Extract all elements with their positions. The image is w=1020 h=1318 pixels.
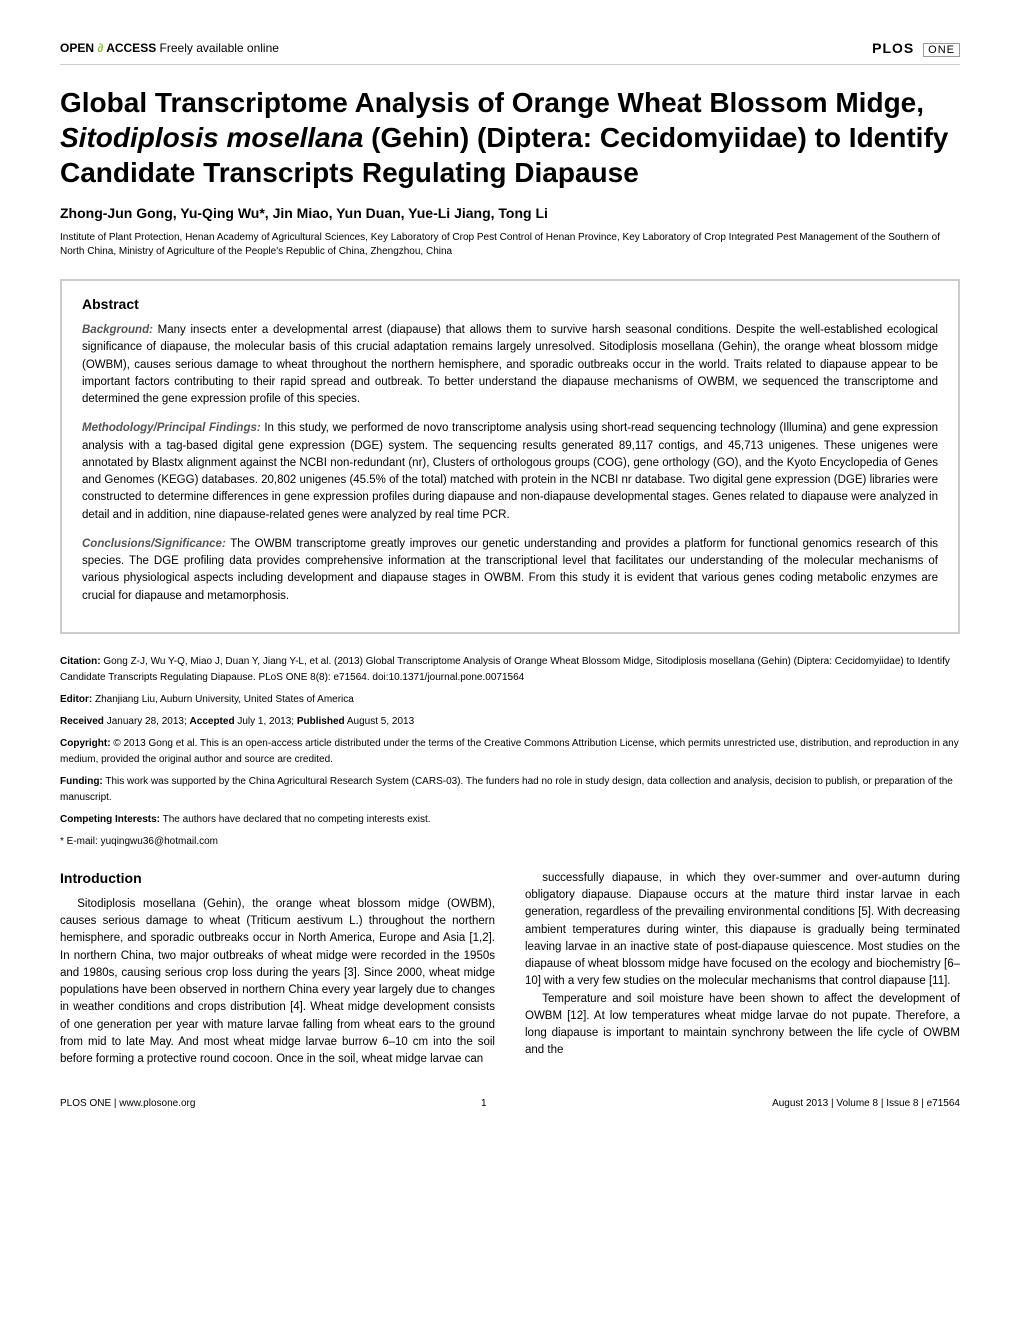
background-text: Many insects enter a developmental arres… bbox=[82, 324, 938, 405]
introduction-section: Introduction Sitodiplosis mosellana (Geh… bbox=[60, 870, 960, 1069]
published-label: Published bbox=[297, 716, 345, 727]
open-access-label: OPEN ∂ ACCESS Freely available online bbox=[60, 41, 279, 55]
journal-logo: PLOS ONE bbox=[872, 40, 960, 56]
intro-column-left: Introduction Sitodiplosis mosellana (Geh… bbox=[60, 870, 495, 1069]
page-footer: PLOS ONE | www.plosone.org 1 August 2013… bbox=[60, 1098, 960, 1109]
footer-right: August 2013 | Volume 8 | Issue 8 | e7156… bbox=[772, 1098, 960, 1109]
abstract-heading: Abstract bbox=[82, 296, 938, 312]
funding-label: Funding: bbox=[60, 776, 103, 787]
abstract-conclusions: Conclusions/Significance: The OWBM trans… bbox=[82, 536, 938, 605]
funding-text: This work was supported by the China Agr… bbox=[60, 776, 953, 803]
citation-text: Gong Z-J, Wu Y-Q, Miao J, Duan Y, Jiang … bbox=[60, 656, 950, 683]
methodology-label: Methodology/Principal Findings: bbox=[82, 422, 261, 434]
intro-paragraph-3: Temperature and soil moisture have been … bbox=[525, 991, 960, 1060]
editor-label: Editor: bbox=[60, 694, 92, 705]
oa-icon: ∂ bbox=[97, 41, 103, 55]
authors-line: Zhong-Jun Gong, Yu-Qing Wu*, Jin Miao, Y… bbox=[60, 205, 960, 221]
logo-text: PLOS bbox=[872, 40, 914, 56]
dates-line: Received January 28, 2013; Accepted July… bbox=[60, 714, 960, 730]
received-date: January 28, 2013; bbox=[107, 716, 187, 727]
funding-line: Funding: This work was supported by the … bbox=[60, 774, 960, 806]
intro-paragraph-2: successfully diapause, in which they ove… bbox=[525, 870, 960, 991]
header-bar: OPEN ∂ ACCESS Freely available online PL… bbox=[60, 40, 960, 65]
abstract-background: Background: Many insects enter a develop… bbox=[82, 322, 938, 408]
competing-label: Competing Interests: bbox=[60, 814, 160, 825]
received-label: Received bbox=[60, 716, 104, 727]
intro-paragraph-1: Sitodiplosis mosellana (Gehin), the oran… bbox=[60, 896, 495, 1069]
copyright-text: © 2013 Gong et al. This is an open-acces… bbox=[60, 738, 959, 765]
editor-text: Zhanjiang Liu, Auburn University, United… bbox=[95, 694, 354, 705]
email-text: yuqingwu36@hotmail.com bbox=[101, 836, 218, 847]
logo-one: ONE bbox=[923, 43, 960, 57]
oa-prefix: OPEN bbox=[60, 41, 94, 55]
footer-left: PLOS ONE | www.plosone.org bbox=[60, 1098, 195, 1109]
footer-page-number: 1 bbox=[481, 1098, 487, 1109]
citation-label: Citation: bbox=[60, 656, 101, 667]
background-label: Background: bbox=[82, 324, 153, 336]
intro-heading: Introduction bbox=[60, 870, 495, 886]
competing-line: Competing Interests: The authors have de… bbox=[60, 812, 960, 828]
editor-line: Editor: Zhanjiang Liu, Auburn University… bbox=[60, 692, 960, 708]
accepted-label: Accepted bbox=[190, 716, 235, 727]
accepted-date: July 1, 2013; bbox=[237, 716, 294, 727]
conclusions-label: Conclusions/Significance: bbox=[82, 538, 226, 550]
methodology-text: In this study, we performed de novo tran… bbox=[82, 422, 938, 520]
copyright-line: Copyright: © 2013 Gong et al. This is an… bbox=[60, 736, 960, 768]
abstract-methodology: Methodology/Principal Findings: In this … bbox=[82, 420, 938, 524]
published-date: August 5, 2013 bbox=[347, 716, 414, 727]
article-meta: Citation: Gong Z-J, Wu Y-Q, Miao J, Duan… bbox=[60, 654, 960, 850]
citation-line: Citation: Gong Z-J, Wu Y-Q, Miao J, Duan… bbox=[60, 654, 960, 686]
competing-text: The authors have declared that no compet… bbox=[163, 814, 431, 825]
copyright-label: Copyright: bbox=[60, 738, 111, 749]
abstract-box: Abstract Background: Many insects enter … bbox=[60, 279, 960, 634]
email-line: * E-mail: yuqingwu36@hotmail.com bbox=[60, 834, 960, 850]
intro-column-right: successfully diapause, in which they ove… bbox=[525, 870, 960, 1069]
affiliation: Institute of Plant Protection, Henan Aca… bbox=[60, 231, 960, 259]
oa-word: ACCESS bbox=[106, 41, 156, 55]
oa-subtitle: Freely available online bbox=[160, 41, 279, 55]
email-label: * E-mail: bbox=[60, 836, 98, 847]
article-title: Global Transcriptome Analysis of Orange … bbox=[60, 85, 960, 190]
